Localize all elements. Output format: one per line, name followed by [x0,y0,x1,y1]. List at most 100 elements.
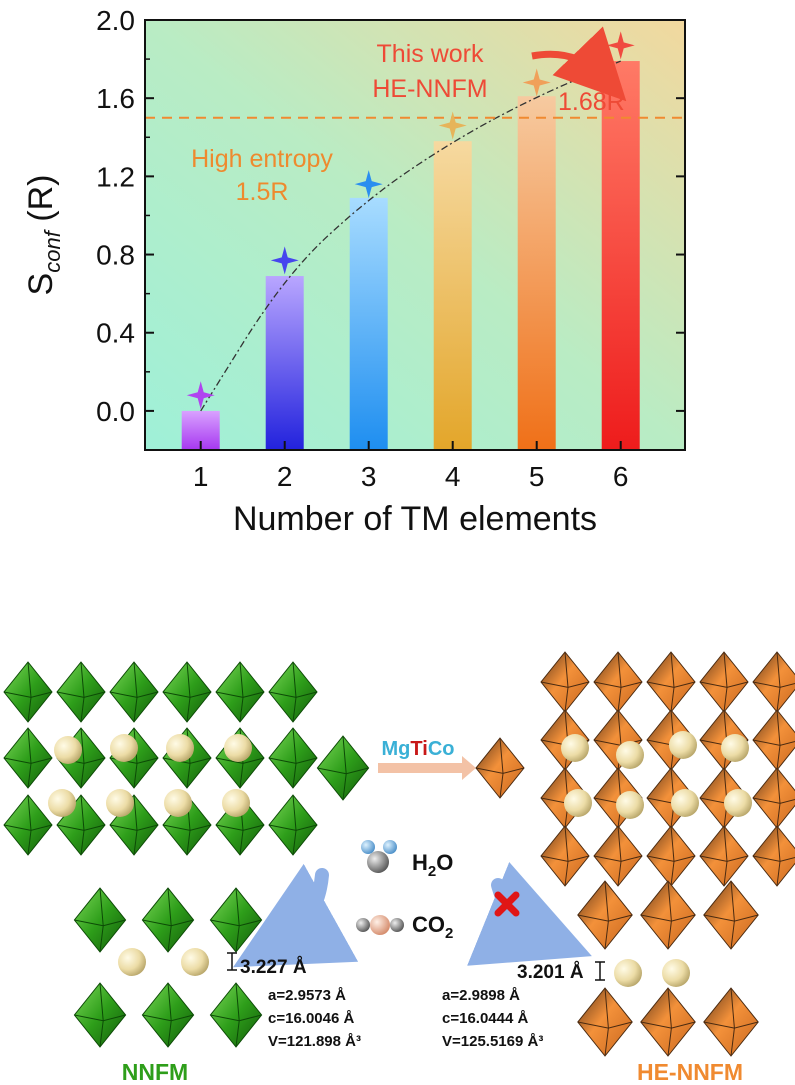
this-work-arrow [531,26,627,102]
high-entropy-value: 1.5R [236,178,289,206]
bar-5 [517,96,556,451]
green-octahedron-unit [141,982,195,1048]
y-label-sub: conf [40,228,65,272]
plot-frame [144,19,686,451]
nnfm-name: NNFM [122,1059,188,1085]
scheme-layer [3,651,795,1057]
y-tick-label: 0.0 [96,396,135,427]
orange-octahedron-unit [703,880,759,950]
co2-carbon-atom [370,915,390,935]
orange-octahedron [593,651,643,713]
na-ion-sphere [106,789,134,817]
na-ion-sphere [164,789,192,817]
na-ion-sphere [616,791,644,819]
na-ion-sphere [222,789,250,817]
entropy-chart: 0.0 0.4 0.8 1.2 1.6 2.0 1 2 3 4 5 6 Sconf (R) Numb… [22,5,686,538]
x-tick-label: 2 [277,461,293,492]
this-work-label: This work [377,40,484,68]
na-ion-sphere [561,734,589,762]
na-ion-sphere [721,734,749,762]
orange-octahedron-unit [577,880,633,950]
green-octahedron-unit [73,887,127,953]
x-tick-label: 5 [529,461,545,492]
y-axis-label: Sconf (R) [22,175,65,296]
y-tick-label: 0.4 [96,318,135,349]
orange-octahedron [593,825,643,887]
h2o-hydrogen-atom [383,840,397,854]
right-param-c: c=16.0444 Å [442,1010,528,1027]
x-axis: 1 2 3 4 5 6 [193,441,629,492]
co2-oxygen-atom [356,918,370,932]
bar-4 [433,141,472,450]
na-ion-sphere [671,789,699,817]
y-label-unit: (R) [22,175,60,232]
green-octahedron-unit [141,887,195,953]
value-label-1-68r: 1.68R [558,88,625,116]
orange-octahedron [646,651,696,713]
left-param-c: c=16.0046 Å [268,1010,354,1027]
na-ion-sphere [54,736,82,764]
green-octahedron [162,661,212,723]
structure-scheme: MgTiCo H2O CO2 3.227 Å a=2.9573 Å c=16.0… [3,651,795,1085]
dopant-ti: Ti [410,738,427,760]
na-ion-sphere [724,789,752,817]
doping-arrow-head [462,756,476,780]
left-param-a: a=2.9573 Å [268,987,346,1004]
h2o-oxygen-atom [367,851,389,873]
right-reaction-arrow [467,862,592,966]
orange-octahedron-unit [577,987,633,1057]
he-nnfm-label: HE-NNFM [372,75,487,103]
orange-octahedron [646,825,696,887]
na-ion-sphere [614,959,642,987]
left-spacing-label: 3.227 Å [240,957,307,978]
y-tick-label: 1.6 [96,83,135,114]
green-octahedron-single [316,735,370,801]
x-axis-label: Number of TM elements [233,500,597,538]
green-octahedron [215,661,265,723]
x-tick-label: 6 [613,461,629,492]
na-ion-sphere [110,734,138,762]
bar-6 [601,61,640,450]
right-param-a: a=2.9898 Å [442,987,520,1004]
green-octahedron [56,661,106,723]
green-octahedron-unit [73,982,127,1048]
right-spacing-label: 3.201 Å [517,962,584,983]
orange-octahedron [699,825,749,887]
y-axis: 0.0 0.4 0.8 1.2 1.6 2.0 [96,5,685,427]
na-ion-sphere [616,741,644,769]
orange-octahedron-unit [703,987,759,1057]
green-octahedron [3,794,53,856]
y-label-main: S [22,273,60,296]
orange-octahedron [699,651,749,713]
na-ion-sphere [669,731,697,759]
orange-octahedron [540,651,590,713]
bars [181,61,640,451]
na-ion-sphere [166,734,194,762]
orange-octahedron-single [475,737,525,799]
green-octahedron [3,727,53,789]
dopant-label: MgTiCo [382,738,455,760]
trend-line [200,60,621,412]
h2o-hydrogen-atom [361,840,375,854]
right-param-v: V=125.5169 Å³ [442,1033,543,1050]
y-tick-label: 1.2 [96,161,135,192]
he-nnfm-name: HE-NNFM [637,1059,743,1085]
h2o-label: H2O [412,850,453,880]
orange-octahedron-unit [640,880,696,950]
x-tick-label: 4 [445,461,461,492]
orange-octahedron [752,651,795,713]
y-tick-label: 2.0 [96,5,135,36]
left-reaction-arrow [233,863,359,968]
green-octahedron [3,661,53,723]
orange-octahedron [752,825,795,887]
blocked-cross-icon [494,891,520,917]
co2-label: CO2 [412,912,453,942]
green-octahedron [268,727,318,789]
bar-3 [349,197,388,450]
bar-2 [265,276,304,450]
co2-oxygen-atom [390,918,404,932]
x-tick-label: 3 [361,461,377,492]
y-tick-label: 0.8 [96,240,135,271]
x-tick-label: 1 [193,461,209,492]
high-entropy-label: High entropy [191,145,333,173]
